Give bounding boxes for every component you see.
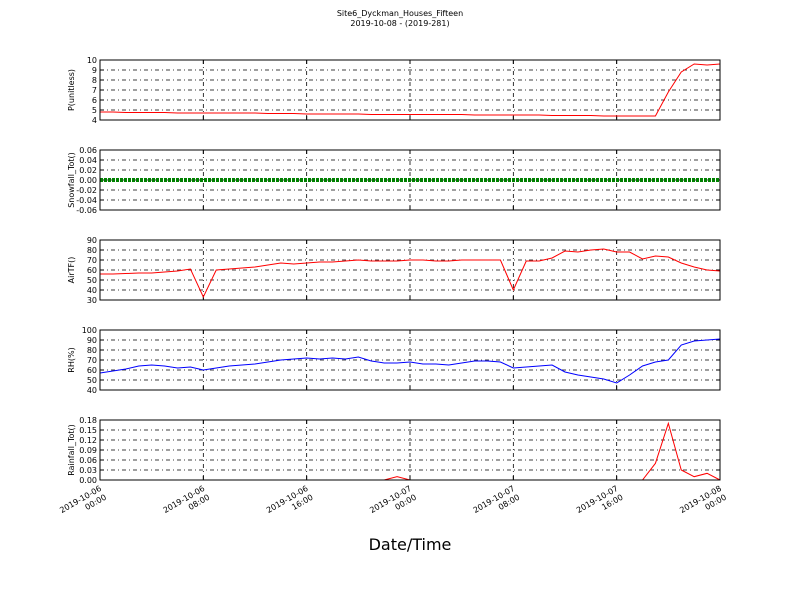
- y-tick-label: 90: [87, 336, 97, 345]
- y-tick-label: 0.06: [79, 456, 97, 465]
- y-tick-label: 60: [87, 266, 97, 275]
- y-tick-label: 7: [92, 86, 97, 95]
- y-tick-label: 0.09: [79, 446, 97, 455]
- x-axis-label: Date/Time: [369, 535, 452, 554]
- plot-frame: [99, 239, 721, 301]
- y-axis-label: Rainfall_Tot(): [67, 424, 76, 476]
- y-tick-label: 30: [87, 296, 97, 305]
- y-tick-label: -0.04: [76, 196, 97, 205]
- subtitle: 2019-10-08 - (2019-281): [350, 19, 449, 28]
- y-tick-label: 0.04: [79, 156, 97, 165]
- y-tick-label: 0.00: [79, 176, 97, 185]
- plot-frame: [99, 149, 721, 211]
- y-tick-label: 100: [82, 326, 97, 335]
- y-axis-label: P(unitless): [67, 69, 76, 111]
- y-tick-label: 90: [87, 236, 97, 245]
- y-tick-label: 0.02: [79, 166, 97, 175]
- plot-frame: [99, 329, 721, 391]
- y-tick-label: 70: [87, 256, 97, 265]
- y-axis-label: Snowfall_Tot(): [67, 152, 76, 208]
- plot-frame: [99, 419, 721, 481]
- data-line: [100, 63, 721, 117]
- y-tick-label: 9: [92, 66, 97, 75]
- y-tick-label: 0.15: [79, 426, 97, 435]
- y-tick-label: -0.06: [76, 206, 97, 215]
- y-tick-label: 0.03: [79, 466, 97, 475]
- y-tick-label: 0.18: [79, 416, 97, 425]
- y-tick-label: 40: [87, 386, 97, 395]
- y-axis-label: RH(%): [67, 347, 76, 372]
- y-tick-label: 50: [87, 276, 97, 285]
- data-line: [100, 248, 721, 299]
- plot-frame: [99, 59, 721, 121]
- y-tick-label: 0.12: [79, 436, 97, 445]
- data-line: [99, 338, 721, 384]
- title: Site6_Dyckman_Houses_Fifteen: [337, 9, 463, 18]
- y-tick-label: 50: [87, 376, 97, 385]
- y-tick-label: 60: [87, 366, 97, 375]
- y-tick-label: 10: [87, 56, 97, 65]
- y-tick-label: 5: [92, 106, 97, 115]
- y-tick-label: 70: [87, 356, 97, 365]
- y-tick-label: -0.02: [76, 186, 97, 195]
- y-tick-label: 8: [92, 76, 97, 85]
- y-axis-label: AirTF(): [67, 257, 76, 284]
- y-tick-label: 40: [87, 286, 97, 295]
- y-tick-label: 0.00: [79, 476, 97, 485]
- y-tick-label: 4: [92, 116, 97, 125]
- y-tick-label: 80: [87, 246, 97, 255]
- y-tick-label: 80: [87, 346, 97, 355]
- y-tick-label: 0.06: [79, 146, 97, 155]
- y-tick-label: 6: [92, 96, 97, 105]
